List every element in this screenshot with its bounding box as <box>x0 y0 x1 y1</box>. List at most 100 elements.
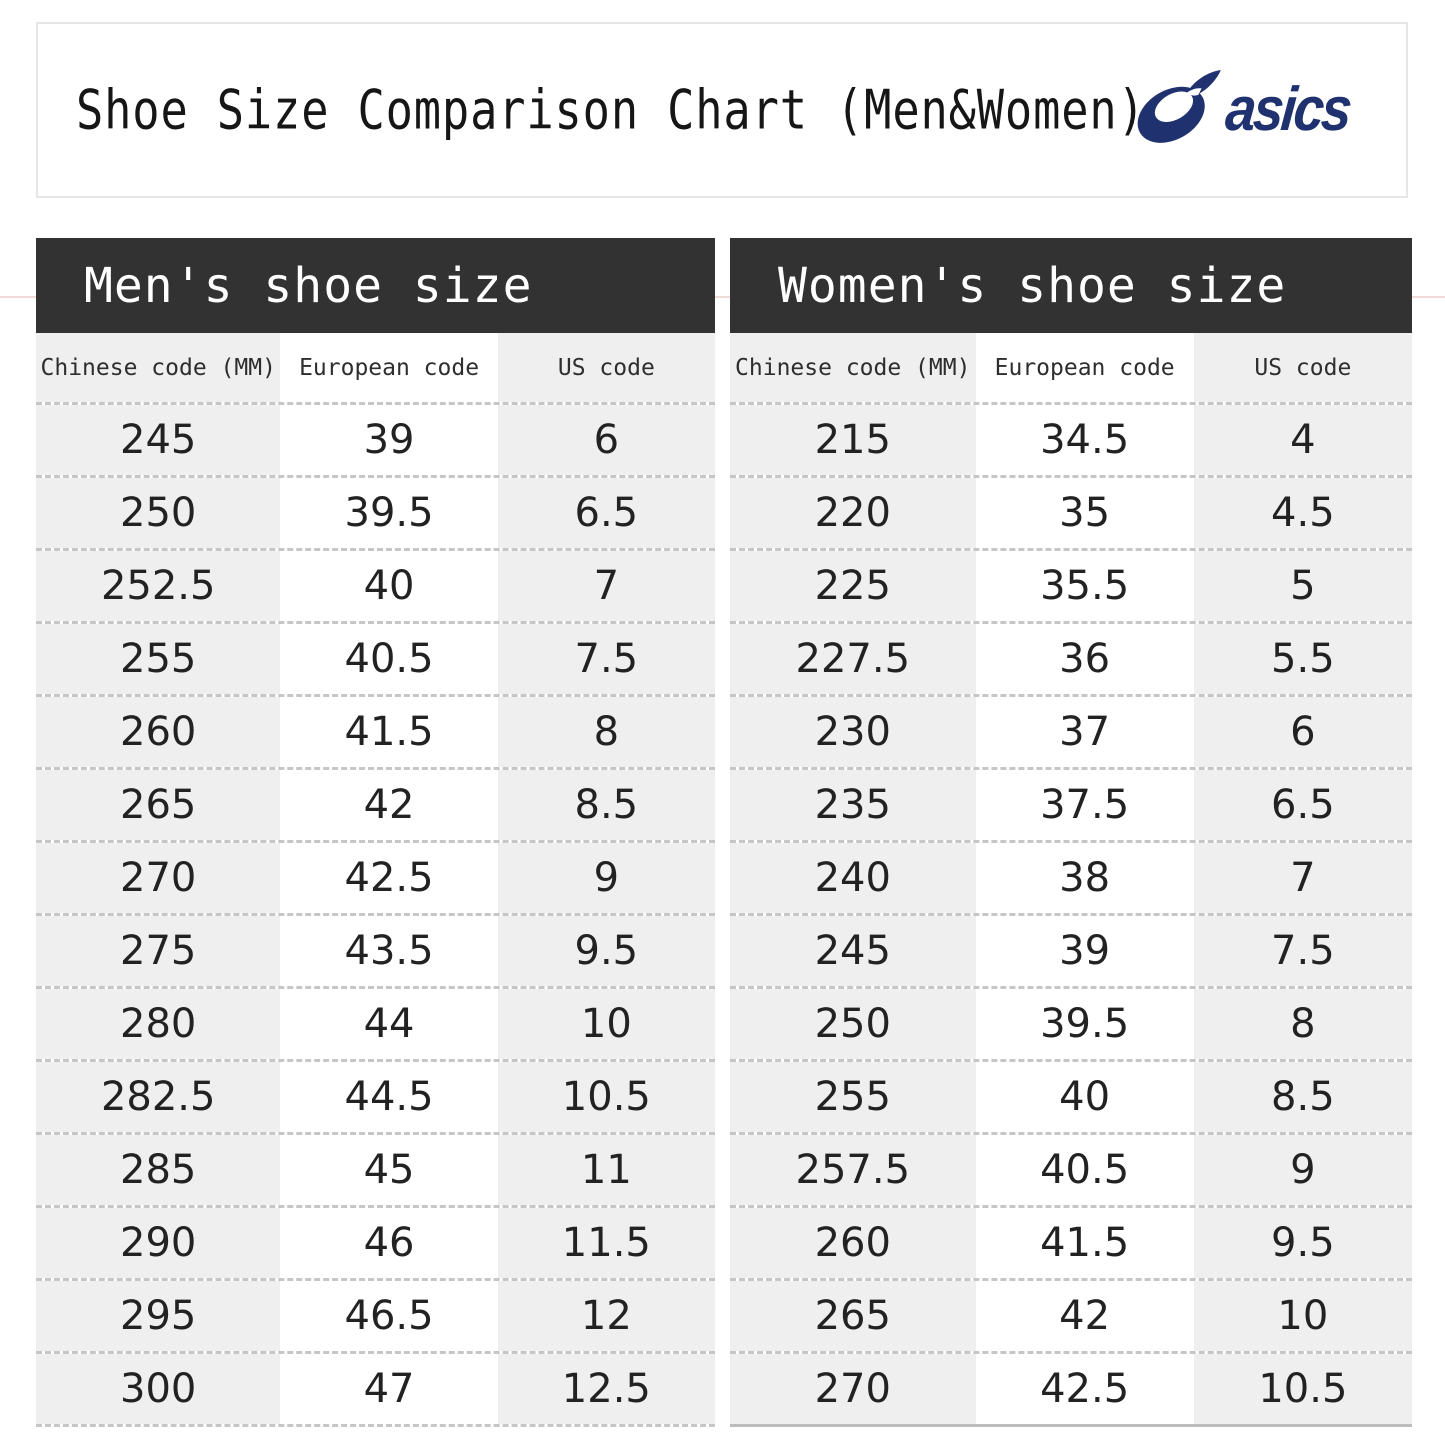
data-cell: 295 <box>36 1281 281 1351</box>
data-cell: 38 <box>975 843 1194 913</box>
asics-spiral-icon <box>1137 70 1221 143</box>
data-cell: 257.5 <box>730 1135 976 1205</box>
data-cell: 282.5 <box>36 1062 281 1132</box>
mens-table-title: Men's shoe size <box>36 238 715 333</box>
data-cell: 280 <box>36 989 281 1059</box>
data-cell: 47 <box>280 1354 498 1424</box>
table-row: 255 40 8.5 <box>730 1062 1412 1135</box>
data-cell: 40 <box>280 551 498 621</box>
table-row: 260 41.5 8 <box>36 697 715 770</box>
data-cell: 5 <box>1193 551 1412 621</box>
data-cell: 8 <box>497 697 715 767</box>
data-cell: 41.5 <box>280 697 498 767</box>
data-cell: 290 <box>36 1208 281 1278</box>
data-cell: 270 <box>36 843 281 913</box>
column-header-cell: Chinese code (MM) <box>36 333 281 402</box>
data-cell: 6 <box>497 405 715 475</box>
data-cell: 39 <box>280 405 498 475</box>
data-cell: 230 <box>730 697 976 767</box>
data-cell: 260 <box>36 697 281 767</box>
data-cell: 10 <box>1193 1281 1412 1351</box>
title-card: Shoe Size Comparison Chart (Men&Women) a… <box>36 22 1408 198</box>
decorative-line <box>0 296 1445 298</box>
data-cell: 34.5 <box>975 405 1194 475</box>
data-cell: 46 <box>280 1208 498 1278</box>
data-cell: 270 <box>730 1354 976 1424</box>
table-row: 282.5 44.5 10.5 <box>36 1062 715 1135</box>
data-cell: 40 <box>975 1062 1194 1132</box>
data-cell: 235 <box>730 770 976 840</box>
data-cell: 46.5 <box>280 1281 498 1351</box>
data-cell: 6.5 <box>497 478 715 548</box>
data-cell: 42 <box>975 1281 1194 1351</box>
data-cell: 7 <box>1193 843 1412 913</box>
data-cell: 245 <box>36 405 281 475</box>
table-row: 235 37.5 6.5 <box>730 770 1412 843</box>
table-row: 215 34.5 4 <box>730 405 1412 478</box>
table-row: 230 37 6 <box>730 697 1412 770</box>
table-row: 255 40.5 7.5 <box>36 624 715 697</box>
table-row: 250 39.5 8 <box>730 989 1412 1062</box>
table-row: 280 44 10 <box>36 989 715 1062</box>
column-header-row: Chinese code (MM) European code US code <box>36 333 715 405</box>
table-row: 252.5 40 7 <box>36 551 715 624</box>
data-cell: 255 <box>730 1062 976 1132</box>
table-row: 260 41.5 9.5 <box>730 1208 1412 1281</box>
data-cell: 35 <box>975 478 1194 548</box>
data-cell: 260 <box>730 1208 976 1278</box>
table-row: 257.5 40.5 9 <box>730 1135 1412 1208</box>
data-cell: 8.5 <box>1193 1062 1412 1132</box>
data-cell: 36 <box>975 624 1194 694</box>
womens-table-title: Women's shoe size <box>730 238 1412 333</box>
data-cell: 225 <box>730 551 976 621</box>
data-cell: 215 <box>730 405 976 475</box>
data-cell: 44.5 <box>280 1062 498 1132</box>
table-row: 285 45 11 <box>36 1135 715 1208</box>
asics-logo: asics <box>1128 66 1366 154</box>
column-header-cell: European code <box>280 333 498 402</box>
table-row: 265 42 10 <box>730 1281 1412 1354</box>
data-cell: 40.5 <box>975 1135 1194 1205</box>
table-row: 240 38 7 <box>730 843 1412 916</box>
table-row: 290 46 11.5 <box>36 1208 715 1281</box>
data-cell: 41.5 <box>975 1208 1194 1278</box>
data-cell: 9 <box>497 843 715 913</box>
table-row: 270 42.5 9 <box>36 843 715 916</box>
data-cell: 245 <box>730 916 976 986</box>
data-cell: 265 <box>730 1281 976 1351</box>
data-cell: 250 <box>36 478 281 548</box>
data-cell: 10.5 <box>1193 1354 1412 1424</box>
table-row: 245 39 6 <box>36 405 715 478</box>
data-cell: 9.5 <box>1193 1208 1412 1278</box>
data-cell: 8.5 <box>497 770 715 840</box>
column-header-cell: European code <box>975 333 1194 402</box>
data-cell: 4.5 <box>1193 478 1412 548</box>
data-cell: 240 <box>730 843 976 913</box>
data-cell: 10.5 <box>497 1062 715 1132</box>
data-cell: 250 <box>730 989 976 1059</box>
table-row: 250 39.5 6.5 <box>36 478 715 551</box>
asics-wordmark: asics <box>1222 75 1353 144</box>
data-cell: 39.5 <box>975 989 1194 1059</box>
womens-size-table: Women's shoe size Chinese code (MM) Europ… <box>730 238 1412 1427</box>
data-cell: 275 <box>36 916 281 986</box>
data-cell: 42 <box>280 770 498 840</box>
data-cell: 7.5 <box>1193 916 1412 986</box>
data-cell: 252.5 <box>36 551 281 621</box>
data-cell: 9.5 <box>497 916 715 986</box>
data-cell: 45 <box>280 1135 498 1205</box>
table-row: 300 47 12.5 <box>36 1354 715 1427</box>
data-cell: 43.5 <box>280 916 498 986</box>
table-body: 215 34.5 4 220 35 4.5 225 35.5 5 227.5 36 5.5 230 37 6… <box>730 405 1412 1427</box>
data-cell: 42.5 <box>975 1354 1194 1424</box>
table-row: 220 35 4.5 <box>730 478 1412 551</box>
data-cell: 11.5 <box>497 1208 715 1278</box>
table-row: 295 46.5 12 <box>36 1281 715 1354</box>
table-row: 275 43.5 9.5 <box>36 916 715 989</box>
column-header-cell: US code <box>497 333 715 402</box>
data-cell: 227.5 <box>730 624 976 694</box>
data-cell: 40.5 <box>280 624 498 694</box>
mens-size-table: Men's shoe size Chinese code (MM) Europea… <box>36 238 715 1427</box>
data-cell: 300 <box>36 1354 281 1424</box>
data-cell: 35.5 <box>975 551 1194 621</box>
